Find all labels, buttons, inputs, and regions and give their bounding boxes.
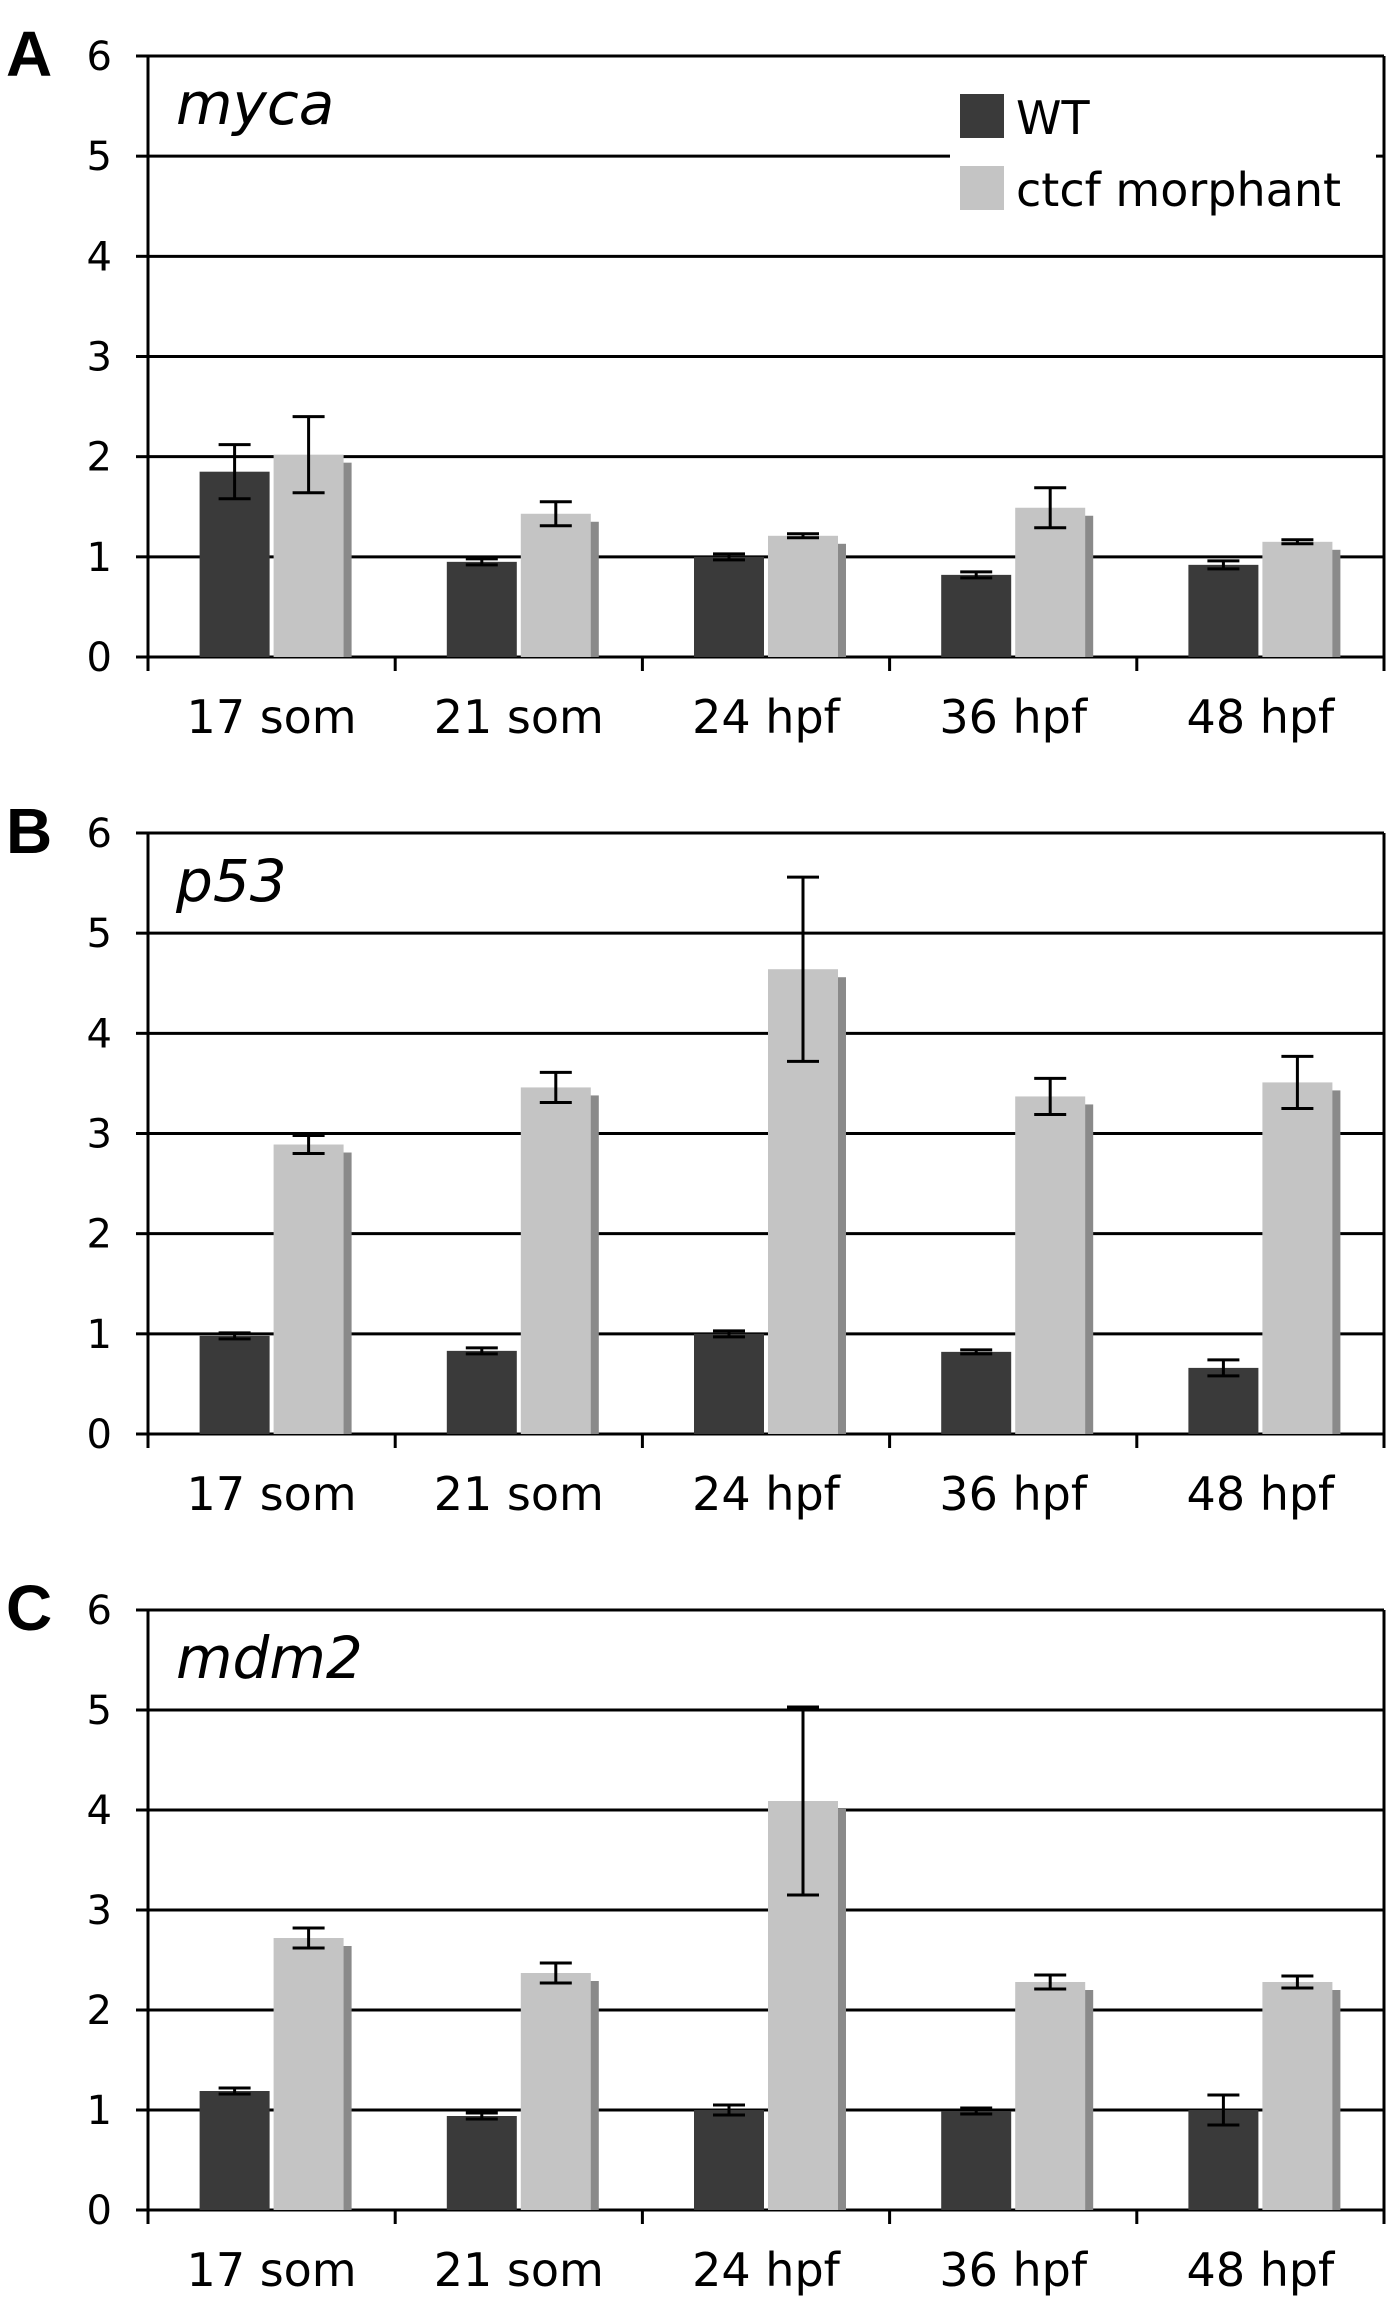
y-tick-label: 6 bbox=[87, 1588, 112, 1634]
chart-title: mdm2 bbox=[176, 1624, 363, 1692]
chart-panel-a: A 0 1 2 3 4 5 6 17 som 21 som 24 hpf 36 hpf 48 hpf my… bbox=[6, 18, 1386, 744]
panel-letter: B bbox=[6, 795, 52, 867]
chart-title: myca bbox=[176, 70, 334, 138]
bar-morphant bbox=[520, 1087, 591, 1434]
bar-wt bbox=[199, 2091, 270, 2210]
y-tick-label: 1 bbox=[87, 535, 112, 581]
y-tick-label: 3 bbox=[87, 1112, 112, 1158]
legend-label-wt: WT bbox=[1016, 91, 1090, 145]
x-tick-label: 48 hpf bbox=[1187, 2243, 1337, 2297]
x-tick-label: 24 hpf bbox=[692, 1467, 842, 1521]
panel-letter: C bbox=[6, 1572, 52, 1644]
bar-morphant bbox=[273, 1938, 344, 2210]
y-tick-label: 3 bbox=[87, 1888, 112, 1934]
chart-title-backing bbox=[168, 1628, 358, 1694]
y-tick-label: 5 bbox=[87, 911, 112, 957]
legend-swatch-wt bbox=[960, 94, 1004, 138]
bar-wt bbox=[199, 471, 270, 657]
x-tick-label: 21 som bbox=[434, 2243, 604, 2297]
bar-morphant bbox=[520, 513, 591, 657]
bar-wt bbox=[694, 1333, 764, 1434]
y-tick-label: 4 bbox=[87, 234, 112, 280]
bar-morphant bbox=[273, 1144, 344, 1434]
y-tick-label: 0 bbox=[87, 1412, 112, 1458]
bar-wt bbox=[1188, 2110, 1259, 2210]
y-tick-label: 5 bbox=[87, 1688, 112, 1734]
x-tick-label: 36 hpf bbox=[939, 2243, 1089, 2297]
y-tick-label: 3 bbox=[87, 335, 112, 381]
legend-label-morphant: ctcf morphant bbox=[1016, 163, 1341, 217]
bar-morphant bbox=[1262, 1982, 1333, 2210]
bar-wt bbox=[941, 1351, 1012, 1434]
bar-morphant bbox=[1262, 541, 1333, 657]
bar-morphant bbox=[1262, 1082, 1333, 1434]
y-tick-label: 4 bbox=[87, 1011, 112, 1057]
x-tick-label: 24 hpf bbox=[692, 690, 842, 744]
y-tick-label: 1 bbox=[87, 1312, 112, 1358]
x-tick-label: 21 som bbox=[434, 1467, 604, 1521]
panel-letter: A bbox=[6, 18, 52, 90]
x-tick-label: 36 hpf bbox=[939, 1467, 1089, 1521]
chart-panel-b: B 0 1 2 3 4 5 6 17 som 21 som 24 hpf 36 hpf 48 hpf p5… bbox=[6, 795, 1386, 1521]
bar-wt bbox=[694, 2110, 764, 2210]
legend-background bbox=[950, 74, 1376, 230]
y-tick-label: 0 bbox=[87, 2188, 112, 2234]
bar-wt bbox=[1188, 564, 1259, 657]
y-tick-label: 2 bbox=[87, 1212, 112, 1258]
chart-panel-c: C 0 1 2 3 4 5 6 17 som 21 som 24 hpf 36 hpf 48 hpf md… bbox=[6, 1572, 1386, 2297]
y-tick-label: 5 bbox=[87, 134, 112, 180]
y-tick-label: 6 bbox=[87, 811, 112, 857]
bar-morphant bbox=[1015, 507, 1086, 657]
bar-wt bbox=[1188, 1367, 1259, 1434]
x-tick-label: 17 som bbox=[187, 2243, 357, 2297]
bar-wt bbox=[199, 1335, 270, 1434]
bar-morphant bbox=[520, 1973, 591, 2210]
y-tick-label: 2 bbox=[87, 1988, 112, 2034]
y-tick-label: 2 bbox=[87, 435, 112, 481]
bar-wt bbox=[941, 574, 1012, 657]
bar-wt bbox=[941, 2111, 1012, 2210]
bar-morphant bbox=[1015, 1982, 1086, 2210]
x-tick-label: 48 hpf bbox=[1187, 1467, 1337, 1521]
x-tick-label: 21 som bbox=[434, 690, 604, 744]
bar-wt bbox=[446, 1350, 517, 1434]
bar-wt bbox=[446, 2116, 517, 2210]
x-tick-label: 24 hpf bbox=[692, 2243, 842, 2297]
x-tick-label: 17 som bbox=[187, 1467, 357, 1521]
legend: WT ctcf morphant bbox=[950, 74, 1376, 230]
legend-swatch-morphant bbox=[960, 166, 1004, 210]
bar-morphant bbox=[1015, 1096, 1086, 1434]
x-tick-label: 48 hpf bbox=[1187, 690, 1337, 744]
y-tick-label: 4 bbox=[87, 1788, 112, 1834]
chart-title-backing bbox=[168, 851, 358, 917]
chart-title: p53 bbox=[175, 847, 287, 915]
y-tick-label: 6 bbox=[87, 34, 112, 80]
bar-wt bbox=[446, 561, 517, 657]
x-tick-label: 17 som bbox=[187, 690, 357, 744]
bar-morphant bbox=[768, 535, 838, 657]
bar-wt bbox=[694, 556, 764, 657]
y-tick-label: 0 bbox=[87, 635, 112, 681]
y-tick-label: 1 bbox=[87, 2088, 112, 2134]
chart-title-backing bbox=[168, 74, 358, 140]
x-tick-label: 36 hpf bbox=[939, 690, 1089, 744]
